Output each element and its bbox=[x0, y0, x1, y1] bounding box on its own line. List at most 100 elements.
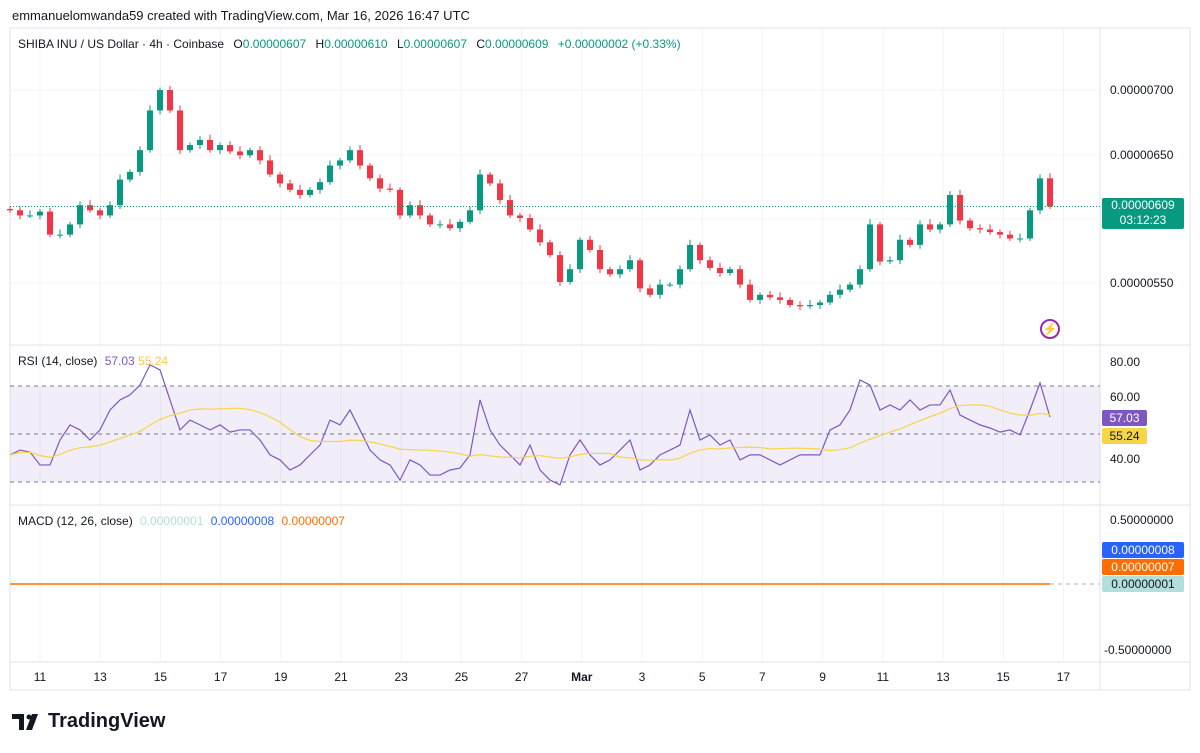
close-label: C bbox=[476, 37, 486, 51]
candle-body bbox=[997, 232, 1003, 235]
candle-body bbox=[747, 284, 753, 300]
candle-body bbox=[1017, 238, 1023, 240]
rsi-ma-tag: 55.24 bbox=[1102, 428, 1147, 444]
rsi-tick: 40.00 bbox=[1110, 452, 1141, 466]
rsi-title[interactable]: RSI (14, close) bbox=[18, 354, 98, 368]
last-price-tag: 0.00000609 03:12:23 bbox=[1102, 198, 1184, 229]
last-price-value: 0.00000609 bbox=[1111, 198, 1175, 212]
time-tick: 17 bbox=[1056, 670, 1071, 684]
candle-body bbox=[477, 174, 483, 211]
candle-body bbox=[127, 171, 133, 180]
macd-title[interactable]: MACD (12, 26, close) bbox=[18, 514, 133, 528]
time-tick: 25 bbox=[454, 670, 469, 684]
symbol-name[interactable]: SHIBA INU / US Dollar · 4h · Coinbase bbox=[18, 37, 225, 51]
candle-body bbox=[677, 269, 683, 285]
macd-tick: 0.50000000 bbox=[1110, 513, 1174, 527]
lightning-icon[interactable]: ⚡ bbox=[1040, 319, 1060, 339]
candle-body bbox=[987, 229, 993, 233]
low-label: L bbox=[396, 37, 404, 51]
symbol-legend: SHIBA INU / US Dollar · 4h · Coinbase O0… bbox=[18, 37, 681, 51]
time-tick: 3 bbox=[638, 670, 646, 684]
candle-body bbox=[257, 150, 263, 161]
candle-body bbox=[507, 200, 513, 216]
candle-body bbox=[247, 150, 253, 156]
candle-body bbox=[1047, 178, 1053, 207]
tradingview-logo[interactable]: TradingView bbox=[12, 710, 165, 733]
candle-body bbox=[417, 205, 423, 216]
candle-body bbox=[77, 205, 83, 225]
candle-body bbox=[177, 110, 183, 151]
candle-body bbox=[597, 250, 603, 270]
candle-body bbox=[217, 145, 223, 151]
candle-body bbox=[57, 234, 63, 236]
candle-body bbox=[767, 294, 773, 298]
time-tick: 9 bbox=[819, 670, 826, 684]
candle-body bbox=[427, 215, 433, 225]
rsi-tick: 80.00 bbox=[1110, 355, 1141, 369]
change-value: +0.00000002 (+0.33%) bbox=[557, 37, 681, 51]
candle-body bbox=[567, 269, 573, 282]
candle-body bbox=[887, 260, 893, 262]
candle-body bbox=[727, 269, 733, 274]
candle-body bbox=[187, 145, 193, 151]
rsi-tick: 60.00 bbox=[1110, 390, 1141, 404]
candle-body bbox=[517, 215, 523, 218]
candle-body bbox=[667, 284, 673, 286]
candle-body bbox=[297, 189, 303, 195]
candle-body bbox=[67, 224, 73, 235]
candle-body bbox=[167, 90, 173, 111]
candle-body bbox=[737, 269, 743, 285]
candle-body bbox=[857, 269, 863, 285]
candle-body bbox=[377, 178, 383, 189]
candle-body bbox=[947, 194, 953, 225]
candle-body bbox=[157, 90, 163, 111]
open-value: 0.00000607 bbox=[242, 37, 307, 51]
candle-body bbox=[937, 224, 943, 230]
time-tick: 27 bbox=[514, 670, 529, 684]
candle-body bbox=[827, 294, 833, 303]
rsi-ma-line bbox=[9, 404, 1051, 461]
candle-body bbox=[1037, 178, 1043, 211]
candle-body bbox=[457, 221, 463, 229]
low-value: 0.00000607 bbox=[403, 37, 468, 51]
candle-body bbox=[877, 224, 883, 262]
candle-body bbox=[287, 183, 293, 190]
rsi-line bbox=[9, 364, 1051, 486]
candle-body bbox=[967, 220, 973, 229]
candle-body bbox=[797, 305, 803, 307]
candle-body bbox=[617, 269, 623, 275]
time-tick: 5 bbox=[698, 670, 706, 684]
candle-body bbox=[17, 210, 23, 216]
candle-body bbox=[707, 260, 713, 268]
chart-frame bbox=[9, 27, 1191, 691]
candle-body bbox=[137, 150, 143, 172]
candle-body bbox=[927, 224, 933, 230]
candle-body bbox=[757, 294, 763, 300]
candle-body bbox=[577, 239, 583, 270]
candle-body bbox=[7, 209, 13, 211]
candle-body bbox=[697, 244, 703, 261]
time-tick: 19 bbox=[274, 670, 288, 684]
candle-body bbox=[717, 267, 723, 274]
candle-body bbox=[437, 224, 443, 226]
candle-body bbox=[867, 224, 873, 270]
price-tick: 0.00000550 bbox=[1110, 276, 1174, 290]
candle-body bbox=[347, 150, 353, 161]
candle-body bbox=[407, 205, 413, 216]
candle-body bbox=[977, 228, 983, 230]
candle-body bbox=[637, 260, 643, 289]
candle-body bbox=[627, 260, 633, 270]
candle-body bbox=[907, 239, 913, 245]
macd-legend: MACD (12, 26, close) 0.00000001 0.000000… bbox=[18, 514, 345, 528]
candle-body bbox=[97, 210, 103, 216]
candle-body bbox=[657, 284, 663, 295]
macd-line-tag: 0.00000008 bbox=[1102, 542, 1184, 558]
candle-body bbox=[807, 305, 813, 307]
macd-signal-value: 0.00000007 bbox=[281, 514, 345, 528]
candle-body bbox=[117, 179, 123, 206]
candle-body bbox=[367, 165, 373, 179]
time-tick: 15 bbox=[996, 670, 1010, 684]
candle-body bbox=[847, 284, 853, 290]
tradingview-logo-icon bbox=[12, 713, 38, 730]
